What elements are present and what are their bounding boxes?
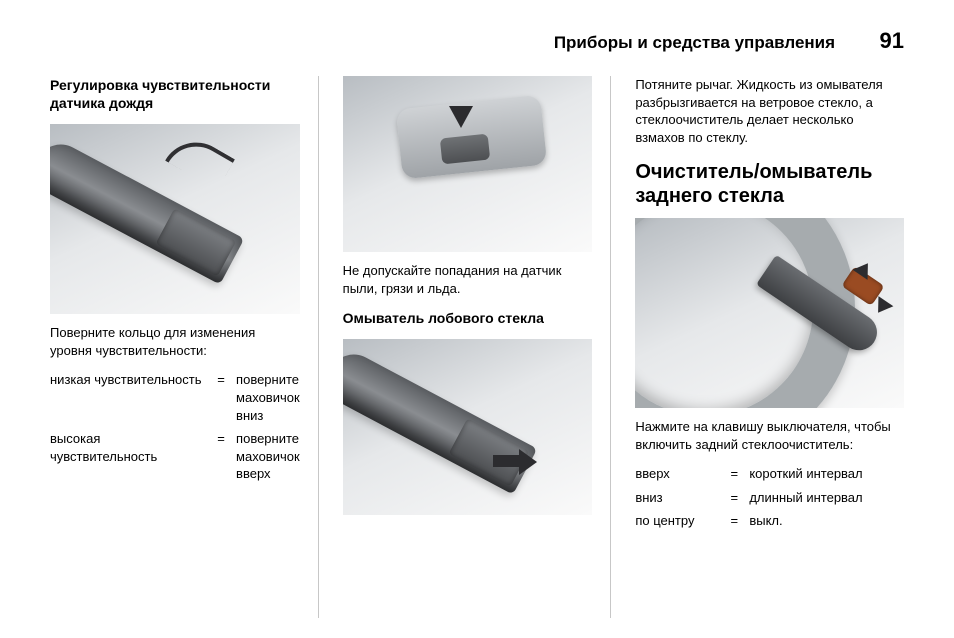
- term-down: вниз: [635, 489, 719, 507]
- rain-sensor-heading: Регулировка чувствительности датчика дож…: [50, 76, 300, 112]
- rear-wiper-caption: Нажмите на клавишу выключателя, чтобы вк…: [635, 418, 904, 453]
- rear-wiper-heading: Очиститель/омыватель заднего стекла: [635, 160, 904, 208]
- figure-washer-stalk: [343, 339, 593, 515]
- figure-rain-sensor: [343, 76, 593, 252]
- def-high: поверните маховичок вверх: [236, 430, 300, 483]
- term-center: по центру: [635, 512, 719, 530]
- washer-intro: Потяните рычаг. Жидкость из омывателя ра…: [635, 76, 904, 146]
- figure-stalk-ring: [50, 124, 300, 314]
- def-up: короткий интервал: [749, 465, 904, 483]
- def-center: выкл.: [749, 512, 904, 530]
- eq: =: [727, 489, 741, 507]
- section-title: Приборы и средства управления: [554, 33, 835, 53]
- term-high: высокая чувствительность: [50, 430, 206, 483]
- column-3: Потяните рычаг. Жидкость из омывателя ра…: [635, 76, 904, 618]
- rear-wiper-table: вверх = короткий интервал вниз = длинный…: [635, 465, 904, 530]
- page-number: 91: [880, 28, 904, 54]
- sensitivity-table: низкая чувствительность = поверните махо…: [50, 371, 300, 482]
- figure-rear-wiper-switch: [635, 218, 904, 408]
- rain-sensor-caption: Поверните кольцо для изменения уровня чу…: [50, 324, 300, 359]
- eq: =: [727, 512, 741, 530]
- eq: =: [727, 465, 741, 483]
- content-columns: Регулировка чувствительности датчика дож…: [50, 76, 904, 618]
- eq: =: [214, 371, 228, 424]
- column-1: Регулировка чувствительности датчика дож…: [50, 76, 319, 618]
- term-up: вверх: [635, 465, 719, 483]
- washer-heading: Омыватель лобового стекла: [343, 309, 593, 327]
- sensor-caption: Не допускайте попадания на датчик пыли, …: [343, 262, 593, 297]
- term-low: низкая чувствительность: [50, 371, 206, 424]
- def-down: длинный интервал: [749, 489, 904, 507]
- eq: =: [214, 430, 228, 483]
- page-header: Приборы и средства управления 91: [554, 28, 904, 54]
- column-2: Не допускайте попадания на датчик пыли, …: [343, 76, 612, 618]
- def-low: поверните маховичок вниз: [236, 371, 300, 424]
